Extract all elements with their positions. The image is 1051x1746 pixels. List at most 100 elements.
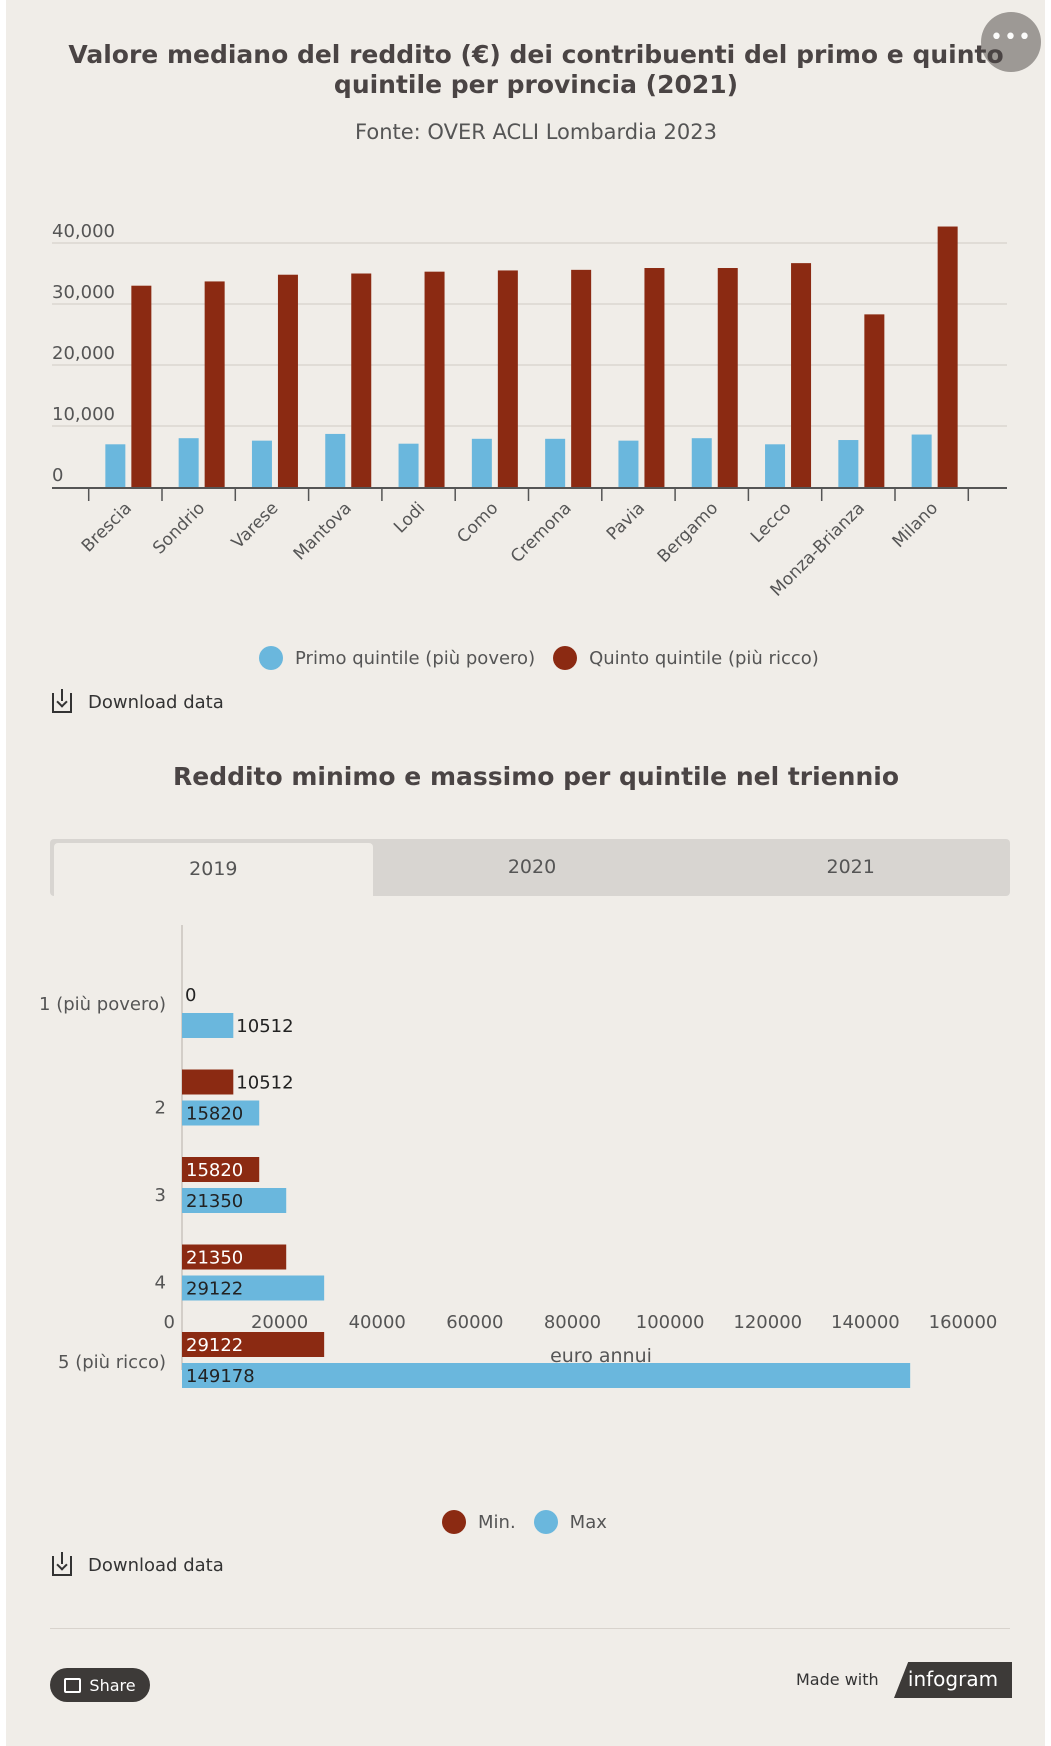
y-category-label: 5 (più ricco)	[58, 1352, 166, 1373]
y-tick-label: 40,000	[52, 221, 115, 242]
bar-quinto-lecco	[791, 263, 812, 487]
bar-quinto-sondrio	[204, 281, 225, 487]
x-tick-label: 0	[164, 1312, 175, 1333]
tab-2020[interactable]: 2020	[507, 856, 557, 878]
legend-dot-min	[442, 1510, 466, 1534]
bar-primo-mantova	[325, 433, 346, 487]
legend-dot-quinto	[553, 646, 578, 670]
y-category-label: 1 (più povero)	[39, 994, 166, 1015]
bar-max	[182, 1275, 325, 1301]
x-tick-label: 120000	[733, 1312, 802, 1333]
x-tick-label: 160000	[929, 1312, 998, 1333]
bar-quinto-pavia	[644, 268, 665, 487]
bar-max	[182, 1363, 911, 1388]
bar-max-label: 21350	[186, 1191, 243, 1212]
download-icon	[52, 1551, 72, 1576]
x-tick-label: Lodi	[390, 498, 429, 537]
bar-max	[182, 1188, 287, 1213]
made-with-label: Made with	[796, 1670, 879, 1689]
bar-min-label: 15820	[186, 1160, 243, 1181]
bar-min	[182, 1244, 287, 1270]
download-icon	[52, 688, 72, 713]
y-tick-label: 0	[52, 465, 63, 486]
x-tick-label: 140000	[831, 1312, 900, 1333]
share-button[interactable]: Share	[50, 1668, 150, 1702]
bar-primo-cremona	[545, 438, 566, 487]
x-tick-label: Cremona	[507, 498, 576, 567]
x-tick-label: Mantova	[290, 498, 356, 564]
x-tick-label: Bergamo	[654, 498, 723, 567]
bar-quinto-lodi	[424, 271, 445, 487]
chart1-download-data[interactable]: Download data	[52, 688, 224, 713]
x-tick-label: Pavia	[603, 498, 649, 544]
x-tick-label: Varese	[228, 498, 283, 553]
legend-item-min[interactable]: Min.	[442, 1510, 516, 1534]
more-options-button[interactable]: •••	[981, 12, 1041, 72]
bar-primo-monza-brianza	[838, 440, 859, 487]
chart2-download-data[interactable]: Download data	[52, 1551, 224, 1576]
legend-dot-max	[533, 1510, 558, 1534]
chart2-plot: 1 (più povero) 0 10512 2 10512 15820 3 15820 213…	[39, 925, 998, 1388]
bar-max-label: 15820	[186, 1104, 243, 1125]
footer-divider	[50, 1628, 1010, 1629]
legend-label-primo: Primo quintile (più povero)	[295, 647, 536, 669]
bar-min-label: 29122	[186, 1335, 243, 1356]
y-tick-label: 30,000	[52, 282, 115, 303]
bar-min-label: 0	[185, 985, 196, 1006]
bar-primo-varese	[251, 440, 272, 487]
bar-min	[182, 1157, 260, 1182]
bar-primo-sondrio	[178, 438, 199, 487]
infographic-page: ••• Valore mediano del reddito (€) dei c…	[6, 0, 1045, 1746]
x-tick-label: Milano	[889, 498, 943, 552]
bar-quinto-brescia	[131, 285, 152, 487]
legend-label-max: Max	[569, 1511, 607, 1533]
bar-quinto-monza-brianza	[864, 314, 885, 487]
download-label: Download data	[88, 692, 224, 713]
chart1-title: Valore mediano del reddito (€) dei contr…	[68, 40, 1004, 99]
bar-min-label: 21350	[186, 1248, 243, 1269]
bar-max-label: 149178	[186, 1366, 255, 1387]
x-tick-label: Lecco	[747, 498, 796, 547]
bar-max-label: 29122	[186, 1279, 243, 1300]
x-tick-label: Como	[453, 498, 502, 547]
x-tick-label: 100000	[636, 1312, 705, 1333]
x-tick-label: 80000	[544, 1312, 601, 1333]
legend-item-max[interactable]: Max	[533, 1510, 607, 1534]
chart1-subtitle: Fonte: OVER ACLI Lombardia 2023	[355, 120, 717, 144]
y-category-label: 2	[155, 1098, 166, 1119]
tab-2021[interactable]: 2021	[826, 856, 875, 878]
bar-quinto-cremona	[571, 269, 592, 487]
y-category-label: 4	[155, 1273, 166, 1294]
x-tick-label: Brescia	[78, 498, 136, 556]
bar-max	[182, 1013, 234, 1038]
share-icon	[64, 1677, 82, 1693]
bar-min	[182, 1069, 234, 1095]
bar-quinto-bergamo	[717, 268, 738, 487]
bar-quinto-varese	[277, 274, 298, 487]
x-tick-label: 40000	[349, 1312, 406, 1333]
y-tick-label: 20,000	[52, 343, 115, 364]
legend-dot-primo	[259, 646, 283, 670]
bar-max-label: 10512	[236, 1016, 293, 1037]
download-label: Download data	[88, 1555, 224, 1576]
chart2-legend: Min. Max	[442, 1510, 625, 1534]
x-tick-label: 60000	[446, 1312, 503, 1333]
y-tick-label: 10,000	[52, 404, 115, 425]
bar-primo-brescia	[105, 444, 126, 487]
bar-primo-milano	[911, 434, 932, 487]
tab-2019[interactable]: 2019	[54, 843, 373, 896]
x-axis-title: euro annui	[550, 1345, 652, 1367]
year-tabs: 2019 2020 2021	[50, 839, 1010, 896]
infogram-logo[interactable]: infogram	[894, 1662, 1012, 1698]
chart1-plot: 0 10,000 20,000 30,000 40,000 Brescia Sondrio V…	[52, 221, 1007, 601]
bar-primo-como	[471, 438, 492, 487]
legend-label-quinto: Quinto quintile (più ricco)	[589, 647, 819, 669]
x-tick-label: Sondrio	[149, 498, 209, 558]
chart2-title: Reddito minimo e massimo per quintile ne…	[172, 762, 899, 791]
share-label: Share	[89, 1675, 136, 1695]
bar-primo-lecco	[765, 444, 786, 487]
legend-item-primo[interactable]: Primo quintile (più povero)	[259, 646, 535, 670]
legend-item-quinto[interactable]: Quinto quintile (più ricco)	[553, 646, 819, 670]
bar-primo-lodi	[398, 443, 419, 487]
bar-primo-bergamo	[691, 438, 712, 487]
